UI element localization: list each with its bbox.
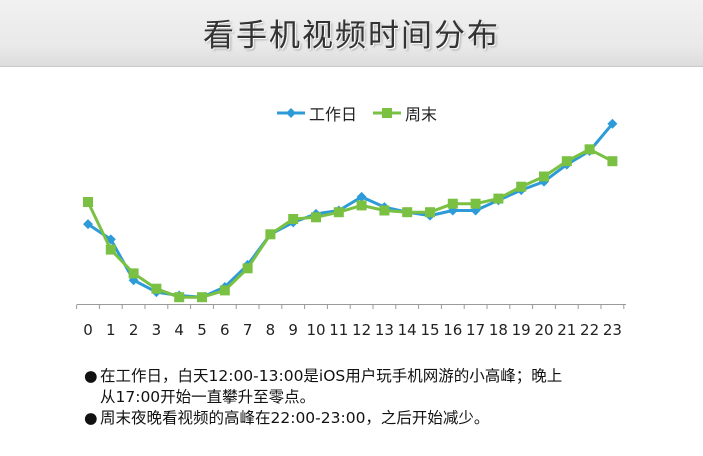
tick-labels: 0 1 2 3 4 5 6 7 8 9 10 11 12 13 14 15 16 17 18 19 20 21 22 23 — [83, 321, 622, 339]
x-tick-label: 1 — [106, 321, 116, 339]
data-point — [607, 118, 618, 129]
x-tick-label: 11 — [329, 321, 348, 339]
x-tick-label: 14 — [398, 321, 417, 339]
note-1-line-2: 从17:00开始一直攀升至零点。 — [100, 388, 316, 406]
data-point — [425, 207, 435, 218]
legend-label-weekday: 工作日 — [309, 105, 358, 124]
data-point — [83, 197, 93, 207]
data-point — [311, 212, 321, 223]
data-point — [242, 263, 253, 274]
axis-layer — [76, 304, 626, 309]
series-line — [86, 147, 614, 299]
notes: ● 在工作日，白天12:00-13:00是iOS用户玩手机网游的小高峰；晚上 从… — [84, 366, 644, 429]
series-weekend — [83, 144, 618, 303]
series-weekday — [83, 118, 618, 303]
data-point — [493, 193, 504, 204]
data-point — [219, 285, 230, 296]
x-tick-label: 20 — [534, 321, 553, 339]
x-tick-label: 23 — [603, 321, 622, 339]
note-2-line-1: 周末夜晚看视频的高峰在22:00-23:00，之后开始减少。 — [100, 409, 490, 427]
x-tick-label: 4 — [174, 321, 184, 339]
data-point — [174, 292, 185, 303]
note-1-line-1: 在工作日，白天12:00-13:00是iOS用户玩手机网游的小高峰；晚上 — [100, 367, 563, 385]
series-line — [87, 122, 614, 299]
x-tick-label: 17 — [466, 321, 485, 339]
x-tick-label: 2 — [129, 321, 139, 339]
data-point — [561, 156, 572, 167]
x-tick-label: 15 — [420, 321, 439, 339]
legend-item-weekend: 周末 — [373, 101, 437, 125]
x-tick-label: 3 — [152, 321, 162, 339]
x-tick-label: 19 — [512, 321, 531, 339]
x-tick-label: 16 — [443, 321, 462, 339]
series-layer — [83, 118, 618, 303]
x-tick-label: 6 — [220, 321, 230, 339]
data-point — [356, 200, 367, 211]
data-point — [607, 156, 618, 167]
weekend-line-square-icon — [373, 108, 402, 118]
data-point — [516, 181, 527, 192]
x-tick-label: 8 — [266, 321, 276, 339]
x-tick-label: 22 — [580, 321, 599, 339]
data-point — [288, 214, 299, 224]
data-point — [105, 244, 116, 255]
title-band: 看手机视频时间分布 — [0, 0, 703, 67]
data-point — [470, 198, 481, 209]
bullet-icon: ● — [84, 367, 98, 385]
x-tick-label: 21 — [557, 321, 576, 339]
data-point — [402, 207, 413, 218]
note-2: ● 周末夜晚看视频的高峰在22:00-23:00，之后开始减少。 — [84, 408, 644, 429]
data-point — [197, 292, 207, 303]
x-tick-label: 10 — [306, 321, 325, 339]
x-tick-label: 13 — [375, 321, 394, 339]
legend: 工作日 周末 — [277, 101, 453, 125]
data-point — [356, 191, 367, 202]
bullet-icon: ● — [84, 409, 98, 427]
data-point — [333, 207, 344, 218]
legend-label-weekend: 周末 — [405, 105, 438, 124]
legend-item-weekday: 工作日 — [277, 101, 357, 125]
data-point — [83, 219, 93, 230]
x-tick-label: 18 — [489, 321, 508, 339]
note-1: ● 在工作日，白天12:00-13:00是iOS用户玩手机网游的小高峰；晚上 从… — [84, 366, 644, 408]
weekday-line-diamond-icon — [277, 108, 305, 118]
data-point — [379, 205, 390, 216]
x-tick-label: 5 — [197, 321, 207, 339]
data-point — [151, 283, 162, 294]
data-point — [447, 198, 458, 209]
page-title: 看手机视频时间分布 — [203, 18, 500, 54]
x-tick-label: 9 — [288, 321, 298, 339]
data-point — [265, 229, 276, 240]
data-point — [128, 268, 139, 279]
x-tick-label: 7 — [243, 321, 253, 339]
data-point — [584, 144, 595, 155]
x-tick-label: 12 — [352, 321, 371, 339]
data-point — [539, 171, 549, 182]
x-tick-label: 0 — [83, 321, 93, 339]
